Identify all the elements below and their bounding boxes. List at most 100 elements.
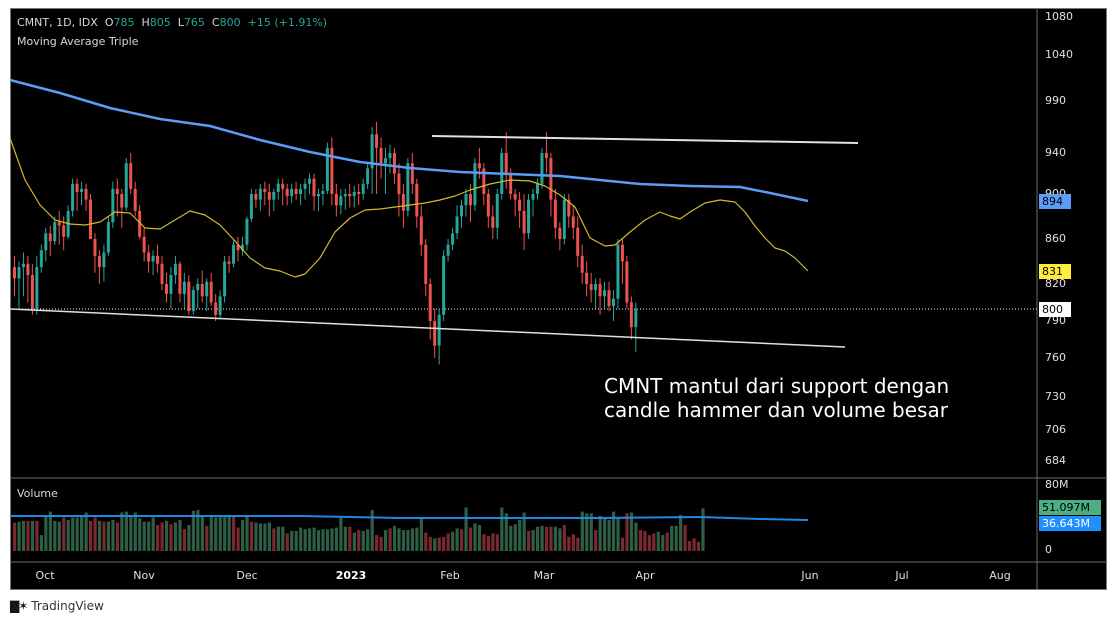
volume-bar [173, 522, 178, 551]
candle-body [102, 252, 106, 268]
candle-body [187, 281, 191, 312]
time-tick: Oct [35, 569, 55, 582]
candle-body [442, 255, 446, 315]
volume-bar [428, 536, 432, 551]
volume-bar [468, 527, 473, 551]
candle-body [196, 284, 200, 291]
volume-bar [21, 520, 26, 551]
high-value: 805 [149, 16, 171, 29]
volume-bar [39, 535, 44, 551]
symbol-info: CMNT, 1D, IDX [17, 16, 98, 29]
candle-body [518, 199, 522, 211]
volume-bar [120, 512, 124, 551]
volume-bar [209, 514, 213, 551]
candle-body [156, 255, 160, 264]
volume-bar [35, 520, 39, 551]
volume-bar [522, 512, 526, 551]
volume-bar [26, 520, 30, 551]
volume-bar [258, 523, 263, 551]
volume-bar [227, 516, 231, 551]
candle-body [303, 183, 307, 189]
volume-axis-max: 80M [1045, 478, 1069, 491]
candle-body [53, 222, 57, 242]
candle-body [169, 275, 173, 294]
volume-bar [62, 517, 66, 551]
volume-bar [491, 533, 495, 551]
volume-bar [17, 521, 21, 551]
volume-bar [696, 541, 701, 551]
volume-legend[interactable]: Volume [17, 487, 58, 500]
candle-body [352, 191, 356, 197]
candle-body [410, 163, 414, 184]
candle-body [348, 194, 352, 197]
volume-bar [406, 530, 410, 551]
price-tick: 860 [1045, 232, 1066, 245]
volume-bar [388, 528, 392, 551]
volume-bar [670, 525, 674, 551]
volume-bar [169, 524, 173, 551]
price-tick: 706 [1045, 423, 1066, 436]
volume-bar [535, 526, 540, 551]
indicator-legend[interactable]: Moving Average Triple [17, 35, 139, 48]
volume-bar [285, 533, 289, 551]
volume-bar [620, 537, 625, 551]
volume-bar [84, 512, 88, 551]
candle-body [486, 194, 490, 217]
volume-bar [13, 522, 17, 551]
candle-body [585, 272, 589, 284]
time-tick: Dec [236, 569, 258, 582]
chart-annotation[interactable]: CMNT mantul dari support dengan candle h… [604, 374, 949, 422]
volume-bar [451, 531, 455, 551]
tradingview-logo[interactable]: ▇✶ TradingView [10, 599, 104, 613]
candle-body [616, 244, 620, 299]
candle-body [451, 233, 455, 245]
candle-body [366, 168, 370, 184]
candle-body [625, 261, 629, 303]
volume-bar [504, 513, 508, 551]
time-tick: Mar [533, 569, 555, 582]
candle-body [562, 199, 566, 239]
volume-bar [44, 515, 48, 551]
candle-body [308, 178, 312, 184]
volume-bar [352, 532, 356, 551]
volume-bar [401, 530, 406, 551]
price-badge: 894 [1039, 194, 1071, 209]
time-tick: Jun [801, 569, 819, 582]
symbol-legend[interactable]: CMNT, 1D, IDX O785 H805 L765 C800 +15 (+… [17, 16, 328, 29]
volume-bar [299, 527, 303, 551]
candle-body [111, 188, 115, 223]
candle-body [48, 233, 52, 242]
volume-bar [106, 521, 111, 551]
open-value: 785 [113, 16, 135, 29]
candle-body [509, 173, 513, 194]
candle-body [281, 183, 285, 189]
candle-body [495, 194, 499, 228]
candle-body [26, 263, 30, 275]
volume-bar [567, 536, 571, 551]
volume-bar [316, 530, 321, 551]
volume-bar [366, 529, 370, 551]
time-tick: Feb [440, 569, 460, 582]
candle-body [634, 308, 638, 328]
volume-bar [446, 533, 450, 551]
volume-bar [303, 529, 307, 551]
volume-bar [674, 525, 678, 551]
volume-bar [643, 530, 647, 551]
candle-body [30, 275, 34, 309]
candle-body [607, 290, 611, 307]
volume-value-badge: 51.097M [1039, 500, 1101, 515]
candle-body [294, 188, 298, 194]
volume-bar [482, 534, 486, 551]
candle-body [361, 183, 365, 194]
volume-ma-badge: 36.643M [1039, 516, 1101, 531]
volume-bar [187, 525, 191, 551]
volume-bar [477, 525, 482, 551]
trendline-resistance [431, 135, 859, 144]
volume-bar [75, 517, 79, 551]
volume-bar [379, 536, 383, 551]
volume-bar [93, 517, 97, 551]
volume-bar [102, 521, 106, 551]
candle-body [384, 158, 388, 164]
trendline-support [9, 308, 846, 348]
